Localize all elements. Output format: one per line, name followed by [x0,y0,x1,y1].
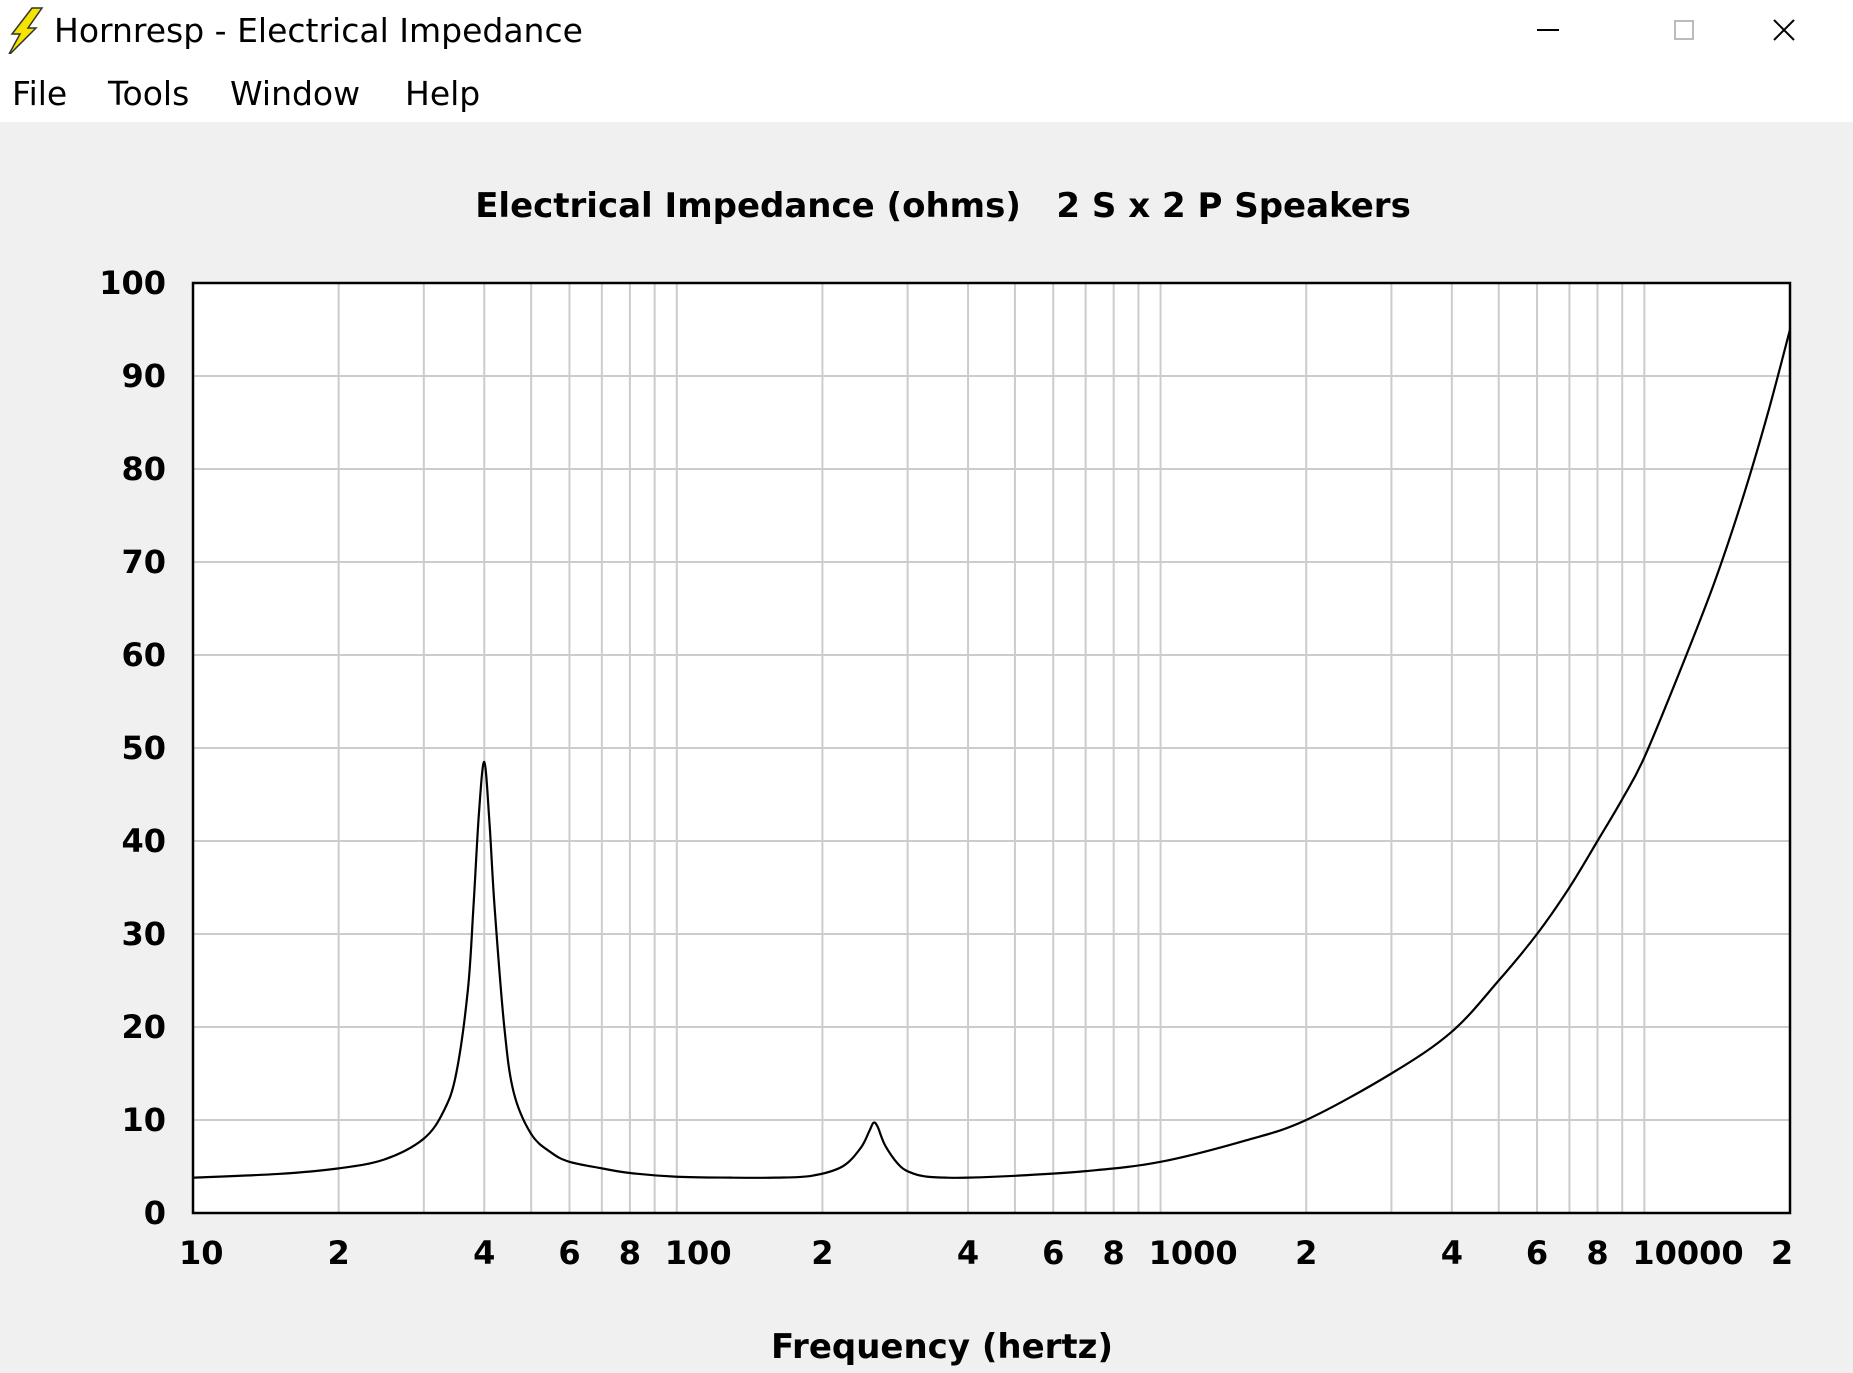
x-tick-label: 100 [665,1234,732,1272]
y-tick-label: 10 [121,1101,166,1139]
grid-lines [193,283,1790,1213]
y-tick-labels: 0 10 20 30 40 50 60 70 80 90 100 [99,264,166,1232]
plot-frame [191,281,1792,1215]
x-tick-labels: 10 2 4 6 8 100 2 4 6 8 1000 2 4 6 8 10000 2 [179,1234,1793,1272]
x-tick-label: 2 [328,1234,350,1272]
title-bar: Hornresp - Electrical Impedance [0,0,1853,62]
x-tick-label: 10 [179,1234,224,1272]
minimize-icon [1537,29,1559,31]
x-tick-label: 1000 [1149,1234,1238,1272]
y-tick-label: 70 [121,543,166,581]
y-tick-label: 20 [121,1008,166,1046]
y-tick-label: 80 [121,450,166,488]
x-tick-label: 2 [1771,1234,1793,1272]
y-tick-label: 90 [121,357,166,395]
x-tick-label: 4 [1441,1234,1463,1272]
menu-tools[interactable]: Tools [108,74,190,113]
x-tick-label: 4 [473,1234,495,1272]
x-tick-label: 8 [619,1234,641,1272]
x-tick-label: 8 [1586,1234,1608,1272]
x-tick-label: 6 [558,1234,580,1272]
impedance-series-line [192,329,1792,1179]
x-tick-label: 2 [1295,1234,1317,1272]
menu-help[interactable]: Help [405,74,481,113]
x-tick-label: 6 [1042,1234,1064,1272]
menu-window[interactable]: Window [230,74,361,113]
y-tick-label: 100 [99,264,166,302]
menu-bar: File Tools Window Help [0,62,1853,122]
x-tick-label: 10000 [1632,1234,1743,1272]
window-title: Hornresp - Electrical Impedance [54,11,583,50]
y-tick-label: 50 [121,729,166,767]
maximize-button[interactable] [1616,0,1752,60]
y-tick-label: 0 [144,1194,166,1232]
chart-title: Electrical Impedance (ohms) 2 S x 2 P Sp… [475,186,1411,226]
x-tick-label: 2 [811,1234,833,1272]
y-tick-label: 30 [121,915,166,953]
impedance-chart: Electrical Impedance (ohms) 2 S x 2 P Sp… [0,122,1853,1373]
chart-area: Electrical Impedance (ohms) 2 S x 2 P Sp… [0,122,1853,1373]
x-axis-label: Frequency (hertz) [771,1327,1113,1367]
x-tick-label: 8 [1103,1234,1125,1272]
close-icon [1773,19,1795,41]
menu-file[interactable]: File [12,74,68,113]
minimize-button[interactable] [1480,0,1616,60]
lightning-bolt-icon [8,7,44,54]
y-tick-label: 60 [121,636,166,674]
close-button[interactable] [1716,0,1852,60]
maximize-icon [1674,20,1694,40]
y-tick-label: 40 [121,822,166,860]
x-tick-label: 4 [957,1234,979,1272]
x-tick-label: 6 [1526,1234,1548,1272]
